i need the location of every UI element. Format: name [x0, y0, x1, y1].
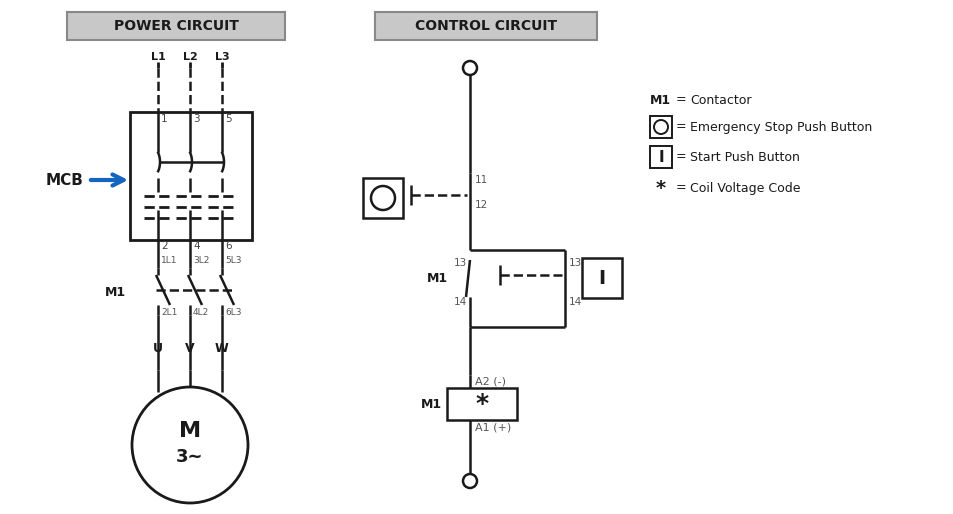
Text: A1 (+): A1 (+)	[475, 422, 511, 432]
Text: 14: 14	[568, 297, 581, 307]
Text: L3: L3	[214, 52, 229, 62]
Text: 4L2: 4L2	[193, 308, 209, 317]
Text: 14: 14	[454, 297, 467, 307]
Text: W: W	[214, 341, 229, 355]
Bar	[130, 112, 252, 240]
Text: Start Push Button: Start Push Button	[689, 151, 799, 163]
Text: 3L2: 3L2	[193, 256, 209, 265]
Bar	[363, 178, 402, 218]
Text: *: *	[475, 392, 488, 416]
Bar	[447, 388, 517, 420]
Text: M: M	[179, 421, 201, 441]
Text: Contactor: Contactor	[689, 94, 751, 106]
Text: 6L3: 6L3	[225, 308, 241, 317]
Text: I: I	[598, 268, 605, 287]
Text: I: I	[658, 150, 663, 164]
Circle shape	[371, 186, 395, 210]
Text: =: =	[676, 94, 686, 106]
Circle shape	[654, 120, 667, 134]
Text: 13: 13	[454, 258, 467, 268]
Bar	[649, 116, 671, 138]
Text: M1: M1	[649, 94, 670, 106]
Text: 5L3: 5L3	[225, 256, 241, 265]
Text: L2: L2	[182, 52, 197, 62]
Circle shape	[462, 474, 476, 488]
Text: =: =	[676, 151, 686, 163]
Text: M1: M1	[426, 271, 448, 285]
Text: Emergency Stop Push Button: Emergency Stop Push Button	[689, 120, 871, 134]
Text: 6: 6	[225, 241, 232, 251]
FancyBboxPatch shape	[67, 12, 285, 40]
Text: V: V	[185, 341, 194, 355]
Text: 13: 13	[568, 258, 581, 268]
Text: Coil Voltage Code: Coil Voltage Code	[689, 181, 800, 194]
Text: =: =	[676, 120, 686, 134]
Text: *: *	[656, 178, 665, 197]
Text: POWER CIRCUIT: POWER CIRCUIT	[113, 19, 238, 33]
Text: U: U	[152, 341, 163, 355]
Circle shape	[132, 387, 248, 503]
Text: A2 (-): A2 (-)	[475, 377, 505, 387]
Text: 1: 1	[161, 114, 168, 124]
Text: 12: 12	[475, 200, 488, 210]
Text: M1: M1	[420, 397, 441, 411]
Text: CONTROL CIRCUIT: CONTROL CIRCUIT	[415, 19, 557, 33]
Text: 4: 4	[193, 241, 199, 251]
Circle shape	[462, 61, 476, 75]
Text: M1: M1	[105, 286, 126, 300]
Text: 3~: 3~	[176, 448, 204, 466]
Text: =: =	[676, 181, 686, 194]
Text: 5: 5	[225, 114, 232, 124]
Bar	[581, 258, 621, 298]
Text: 11: 11	[475, 175, 488, 185]
FancyBboxPatch shape	[375, 12, 597, 40]
Text: L1: L1	[151, 52, 165, 62]
Text: MCB: MCB	[46, 173, 84, 188]
Bar	[649, 146, 671, 168]
Text: 2: 2	[161, 241, 168, 251]
Text: 3: 3	[193, 114, 199, 124]
Text: 1L1: 1L1	[161, 256, 177, 265]
Text: 2L1: 2L1	[161, 308, 177, 317]
